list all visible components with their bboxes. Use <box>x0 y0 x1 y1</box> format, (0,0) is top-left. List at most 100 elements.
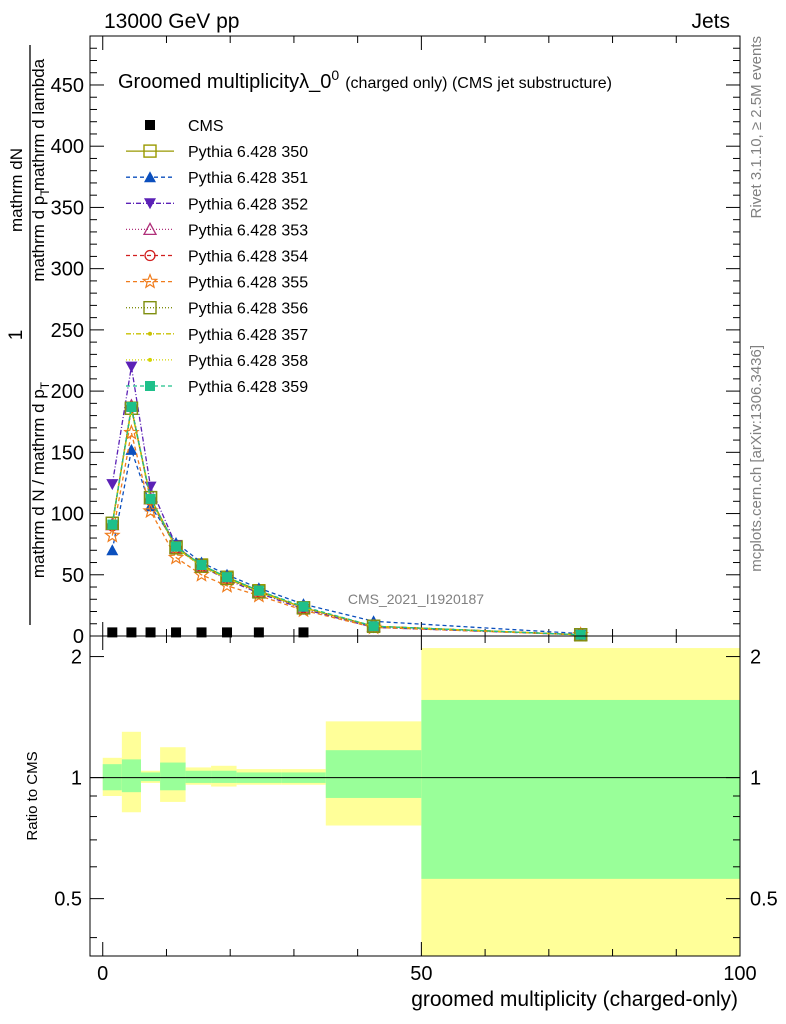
chart-title-suffix: (charged only) (CMS jet substructure) <box>345 75 612 92</box>
data-point <box>222 572 233 583</box>
data-point <box>196 559 207 570</box>
series-s356 <box>105 401 588 642</box>
series-layer <box>103 361 589 642</box>
legend-marker <box>148 357 152 362</box>
legend-label: Pythia 6.428 353 <box>188 222 308 239</box>
x-tick-label: 50 <box>410 963 432 985</box>
data-point <box>106 544 119 556</box>
ratio-y-tick-label: 1 <box>71 768 82 790</box>
y-tick-label: 0 <box>73 626 84 648</box>
header-right: Jets <box>691 10 730 33</box>
data-point <box>196 627 207 638</box>
legend-marker <box>143 144 157 158</box>
y-label-den-c: mathrm d lambda <box>29 58 48 191</box>
legend-entry: Pythia 6.428 358 <box>126 353 308 370</box>
ratio-panel: 0.5 0.5 1 1 2 2 0 50 100 <box>54 635 778 985</box>
legend-marker <box>142 222 158 236</box>
series-line <box>111 447 581 635</box>
data-point <box>126 402 137 413</box>
legend-label: Pythia 6.428 355 <box>188 275 308 292</box>
ratio-y-tick-label-right: 0.5 <box>750 889 778 911</box>
ratio-band-inner <box>185 770 212 783</box>
y-label-num: 1 <box>6 330 27 341</box>
y-label-frac-num: mathrm dN <box>7 148 26 232</box>
chart-title: Groomed multiplicityλ_00 (charged only) (… <box>118 67 612 93</box>
ratio-y-tick-label: 2 <box>71 647 82 669</box>
legend-entry: Pythia 6.428 355 <box>126 272 308 292</box>
y-tick-label: 250 <box>51 320 84 342</box>
header-left: 13000 GeV pp <box>104 10 239 33</box>
data-point <box>107 627 118 638</box>
ratio-bands <box>102 648 740 956</box>
legend-entry: Pythia 6.428 359 <box>126 379 308 396</box>
legend-marker <box>141 272 159 289</box>
legend-marker <box>148 331 152 336</box>
y-label-den-a: mathrm d N / mathrm d pT <box>29 381 52 578</box>
legend-entry: CMS <box>145 118 224 135</box>
side-label-top: Rivet 3.1.10, ≥ 2.5M events <box>748 36 765 219</box>
legend-entry: Pythia 6.428 350 <box>126 144 308 161</box>
data-point <box>253 585 264 596</box>
y-tick-label: 150 <box>51 442 84 464</box>
legend: CMS Pythia 6.428 350 Pythia 6.428 351 Pythi… <box>126 118 308 396</box>
legend-entry: Pythia 6.428 357 <box>126 327 308 344</box>
series-line <box>111 366 581 636</box>
series-line <box>111 405 581 636</box>
data-point <box>298 627 309 638</box>
legend-marker <box>145 120 155 130</box>
legend-label: Pythia 6.428 350 <box>188 144 308 161</box>
x-tick-label: 100 <box>723 963 756 985</box>
legend-label: CMS <box>188 118 224 135</box>
series-line <box>111 408 581 636</box>
ratio-band-inner <box>121 759 141 793</box>
data-point <box>145 627 156 638</box>
chart-title-sup: 0 <box>331 67 339 83</box>
ratio-band-inner <box>140 772 161 782</box>
series-line <box>111 432 581 636</box>
legend-marker <box>143 301 157 315</box>
ratio-band-inner <box>421 699 740 879</box>
data-point <box>106 479 119 491</box>
chart-title-main: Groomed multiplicityλ_0 <box>118 71 331 93</box>
x-axis: 0 50 100 <box>97 636 757 985</box>
main-y-label: 1 mathrm d N / mathrm d pT mathrm d pT m… <box>6 45 52 625</box>
y-tick-label: 400 <box>51 136 84 158</box>
ratio-band-inner <box>160 762 186 791</box>
series-s359 <box>107 402 586 640</box>
data-point <box>575 629 586 640</box>
data-point <box>103 526 121 543</box>
y-label-den-b: mathrm d pT <box>29 188 52 282</box>
legend-marker <box>144 171 156 183</box>
ratio-band-inner <box>325 750 422 798</box>
legend-entry: Pythia 6.428 356 <box>126 301 308 318</box>
legend-entry: Pythia 6.428 354 <box>126 249 308 266</box>
ratio-band-inner <box>211 770 237 783</box>
legend-marker <box>144 198 156 210</box>
watermark: CMS_2021_I1920187 <box>348 591 484 607</box>
ratio-y-axis: 0.5 0.5 1 1 2 2 <box>54 647 778 939</box>
data-point <box>171 627 182 638</box>
legend-label: Pythia 6.428 357 <box>188 327 308 344</box>
legend-label: Pythia 6.428 352 <box>188 196 308 213</box>
y-tick-label: 350 <box>51 197 84 219</box>
legend-label: Pythia 6.428 358 <box>188 353 308 370</box>
data-point <box>145 493 156 504</box>
side-label-bottom: mcplots.cern.ch [arXiv:1306.3436] <box>748 345 765 572</box>
series-line <box>111 406 581 636</box>
data-point <box>107 519 118 530</box>
main-panel: 0 50 100 150 200 250 300 350 400 450 CMS_2021_I19… <box>51 35 741 648</box>
data-point <box>167 548 185 565</box>
series-s352 <box>106 361 587 641</box>
data-point <box>218 577 236 593</box>
y-tick-label: 300 <box>51 259 84 281</box>
data-point <box>222 627 233 638</box>
data-point <box>125 361 138 373</box>
series-line <box>111 408 581 636</box>
y-tick-label: 450 <box>51 75 84 97</box>
y-tick-label: 100 <box>51 504 84 526</box>
series-s350 <box>105 401 588 642</box>
series-s355 <box>103 424 589 642</box>
ratio-y-tick-label-right: 1 <box>750 768 761 790</box>
ratio-y-tick-label: 0.5 <box>54 889 82 911</box>
